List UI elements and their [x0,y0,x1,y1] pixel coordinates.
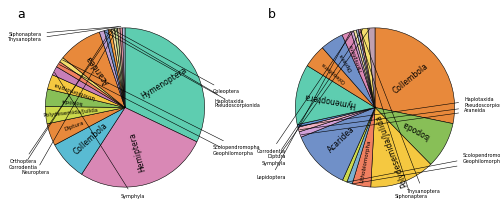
Text: Thysanoptera: Thysanoptera [8,27,118,42]
Wedge shape [347,108,375,184]
Text: Isopoda: Isopoda [400,118,431,141]
Text: Diptura: Diptura [268,29,362,159]
Text: Araneida: Araneida [302,108,486,135]
Wedge shape [358,29,375,108]
Text: Isopoda: Isopoda [60,97,82,105]
Text: Scolopendromopha: Scolopendromopha [62,60,260,150]
Wedge shape [296,66,375,124]
Wedge shape [46,106,125,124]
Wedge shape [301,108,375,180]
Text: Neuroptera: Neuroptera [21,29,117,175]
Text: Polydesemida/Julida: Polydesemida/Julida [374,113,409,188]
Text: Lepidoptera: Lepidoptera [256,32,350,180]
Wedge shape [375,28,454,124]
Wedge shape [48,75,125,108]
Text: Acaridea: Acaridea [326,124,357,154]
Text: Hemiptera: Hemiptera [128,131,148,173]
Wedge shape [54,108,125,174]
Wedge shape [112,29,125,108]
Wedge shape [354,30,375,108]
Text: Orthoptera: Orthoptera [10,29,114,164]
Text: Pseudoscorpionida: Pseudoscorpionida [300,103,500,130]
Text: Polydesemida/Julida: Polydesemida/Julida [44,108,99,118]
Text: Siphonaptera: Siphonaptera [8,26,121,37]
Text: Hymenoptera: Hymenoptera [140,65,188,101]
Text: Lithobiomorpha: Lithobiomorpha [52,81,95,99]
Wedge shape [375,108,453,164]
Text: Collembola: Collembola [392,61,430,95]
Text: Acaridea: Acaridea [85,53,112,86]
Wedge shape [368,28,375,108]
Wedge shape [298,108,375,132]
Text: Symphyla: Symphyla [262,29,370,166]
Text: Corrodentia: Corrodentia [257,31,353,154]
Wedge shape [322,35,375,108]
Text: Lithobiomorpha: Lithobiomorpha [360,139,372,183]
Wedge shape [100,31,125,108]
Wedge shape [351,31,375,108]
Wedge shape [120,28,125,108]
Wedge shape [114,28,125,108]
Wedge shape [104,30,125,108]
Wedge shape [361,28,375,108]
Text: Geophilomorpha: Geophilomorpha [60,64,254,156]
Wedge shape [371,108,430,187]
Text: Corrodentia: Corrodentia [8,29,112,170]
Wedge shape [297,108,375,127]
Text: Coleoptera: Coleoptera [320,61,346,84]
Text: Symphyla: Symphyla [54,72,145,199]
Text: Thysanoptera: Thysanoptera [360,30,440,194]
Wedge shape [52,67,125,108]
Wedge shape [47,108,125,145]
Text: Diptura: Diptura [64,120,84,132]
Text: Geophilomorpha: Geophilomorpha [352,159,500,184]
Text: Scolopendromopha: Scolopendromopha [347,153,500,182]
Text: Haplotaxida: Haplotaxida [298,97,494,126]
Wedge shape [342,108,375,182]
Text: Diptera: Diptera [338,52,353,72]
Wedge shape [307,48,375,108]
Text: a: a [18,8,25,21]
Wedge shape [46,89,125,108]
Wedge shape [299,108,375,137]
Wedge shape [56,62,125,108]
Wedge shape [352,108,375,187]
Text: Siphonaptera: Siphonaptera [358,31,428,199]
Text: Hemiptera: Hemiptera [348,42,363,72]
Wedge shape [122,28,125,108]
Wedge shape [60,58,125,108]
Text: b: b [268,8,276,21]
Wedge shape [63,32,125,107]
Text: Collembola: Collembola [72,121,110,157]
Text: Coleoptera: Coleoptera [112,29,240,94]
Text: Hymenoptera: Hymenoptera [303,91,356,109]
Wedge shape [82,108,197,187]
Text: Pseudoscorpionida: Pseudoscorpionida [104,31,260,108]
Wedge shape [125,28,204,142]
Text: Haplotaxida: Haplotaxida [108,30,244,104]
Wedge shape [118,28,125,108]
Wedge shape [108,29,125,108]
Wedge shape [342,32,375,108]
Wedge shape [356,30,375,108]
